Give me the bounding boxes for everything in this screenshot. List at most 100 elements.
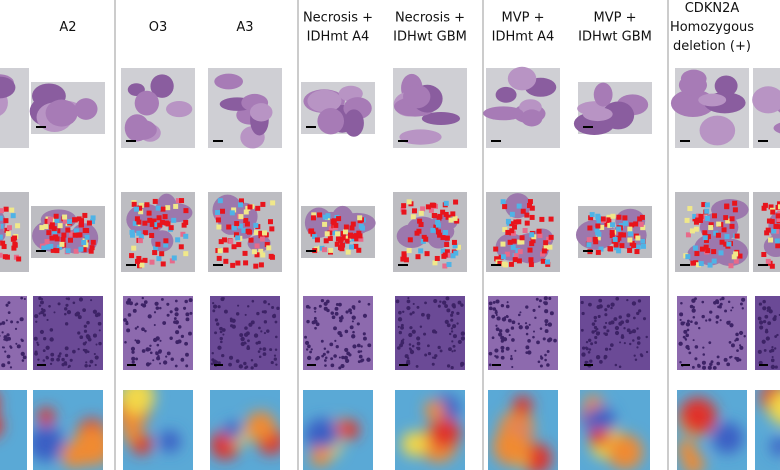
- overlay-tile: [356, 247, 362, 253]
- overlay-tile: [443, 229, 449, 235]
- scale-bar: [307, 364, 316, 366]
- overlay-tile: [435, 222, 441, 228]
- overlay-tile: [153, 246, 159, 252]
- overlay-tile: [610, 222, 616, 228]
- nucleus: [406, 299, 411, 304]
- overlay-tile: [595, 249, 601, 255]
- nucleus: [306, 319, 310, 324]
- scale-bar: [758, 264, 768, 266]
- nucleus: [36, 343, 40, 346]
- nucleus: [411, 329, 416, 334]
- nucleus: [89, 359, 94, 364]
- nucleus: [334, 306, 339, 311]
- nucleus: [544, 329, 549, 334]
- nucleus: [273, 313, 276, 317]
- overlay-tile: [694, 251, 700, 257]
- nucleus: [94, 363, 97, 367]
- overlay-tile: [231, 225, 237, 231]
- tissue: [134, 90, 159, 116]
- overlay-tile: [332, 230, 338, 236]
- overlay-tile: [528, 262, 534, 268]
- overlay-tile: [260, 201, 266, 207]
- overlay-tile: [159, 251, 165, 257]
- overlay-tile: [453, 250, 459, 256]
- overlay-tile: [258, 262, 264, 268]
- overlay-tile: [146, 210, 152, 216]
- nucleus: [456, 311, 460, 316]
- nucleus: [603, 354, 608, 359]
- nucleus: [175, 330, 180, 335]
- overlay-tile: [702, 230, 708, 236]
- overlay-tile: [704, 215, 710, 221]
- nucleus: [221, 353, 225, 358]
- nucleus: [505, 304, 510, 309]
- nucleus: [719, 302, 723, 306]
- tissue: [582, 107, 613, 122]
- overlay-tile: [726, 241, 732, 247]
- nucleus: [7, 311, 11, 315]
- overlay-tile: [62, 214, 68, 220]
- nucleus: [437, 304, 441, 308]
- nucleus: [632, 329, 637, 334]
- nucleus: [155, 306, 160, 310]
- nucleus: [274, 335, 278, 339]
- nucleus: [211, 351, 214, 355]
- overlay-tile: [175, 237, 181, 243]
- overlay-tile: [401, 209, 407, 215]
- overlay-tile: [505, 218, 511, 224]
- nucleus: [402, 310, 405, 314]
- nucleus: [92, 309, 98, 314]
- nucleus: [771, 355, 774, 359]
- overlay-tile: [494, 256, 500, 262]
- nucleus: [169, 336, 173, 340]
- nucleus: [154, 301, 159, 306]
- overlay-tile: [350, 233, 356, 239]
- overlay-tile: [335, 231, 341, 237]
- nucleus: [6, 333, 10, 337]
- heatmap-blobs: [123, 390, 181, 455]
- tissue: [602, 101, 635, 130]
- column-header: Homozygous: [670, 20, 754, 35]
- nucleus: [510, 326, 515, 330]
- nucleus: [453, 349, 456, 352]
- nucleus: [460, 331, 465, 336]
- nucleus: [709, 310, 713, 314]
- overlay-tile: [215, 214, 221, 220]
- nucleus: [173, 317, 177, 320]
- overlay-tile: [0, 224, 1, 230]
- nucleus: [603, 332, 606, 335]
- nucleus: [58, 352, 62, 355]
- nucleus: [239, 333, 244, 337]
- nucleus: [510, 355, 513, 358]
- nucleus: [230, 324, 234, 328]
- nucleus: [149, 351, 153, 355]
- tissue: [699, 115, 736, 146]
- overlay-tile: [183, 233, 189, 239]
- nucleus: [618, 315, 622, 319]
- overlay-tile: [226, 224, 232, 230]
- nucleus: [65, 297, 69, 300]
- overlay-tile: [414, 230, 420, 236]
- overlay-tile: [217, 248, 223, 254]
- overlay-tile: [12, 235, 18, 241]
- hot-spot: [424, 400, 445, 421]
- overlay-tile: [223, 247, 229, 253]
- nucleus: [305, 348, 309, 351]
- nucleus: [307, 355, 312, 361]
- overlay-tile: [0, 252, 3, 258]
- nucleus: [412, 302, 415, 306]
- overlay-tile: [228, 238, 234, 244]
- overlay-tile: [631, 242, 637, 248]
- overlay-tile: [164, 220, 170, 226]
- nucleus: [514, 349, 517, 352]
- overlay-tile: [432, 260, 438, 266]
- overlay-tile: [356, 230, 362, 236]
- scale-bar: [491, 140, 501, 142]
- overlay-tile: [415, 254, 421, 260]
- overlay-tile: [440, 209, 446, 215]
- overlay-tile: [635, 244, 641, 250]
- overlay-tile: [336, 216, 342, 222]
- nucleus: [761, 339, 766, 344]
- nucleus: [615, 296, 620, 301]
- overlay-tile: [152, 198, 158, 204]
